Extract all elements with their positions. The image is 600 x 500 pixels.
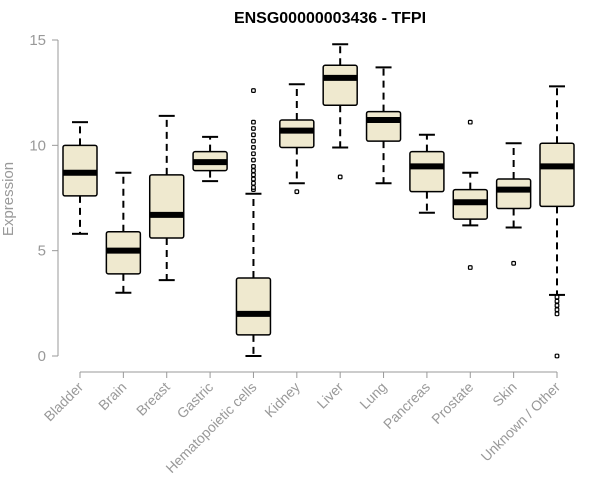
x-tick-label: Bladder — [41, 379, 87, 425]
outlier-point — [467, 265, 473, 270]
outlier-point — [251, 126, 256, 131]
box-body — [365, 110, 402, 142]
box-body — [539, 142, 575, 208]
y-tick-label: 15 — [29, 32, 46, 49]
box-skin — [495, 142, 532, 266]
outlier-point — [294, 189, 300, 195]
y-tick-label: 10 — [29, 137, 46, 154]
outlier-point — [251, 151, 256, 157]
x-tick-label: Gastric — [174, 379, 217, 422]
x-tick-label: Lung — [356, 379, 389, 412]
box-body — [322, 64, 358, 107]
x-tick-label: Skin — [489, 379, 520, 410]
box-brain — [105, 171, 142, 294]
x-tick-label: Prostate — [428, 379, 476, 427]
boxes — [62, 43, 575, 359]
outlier-point — [251, 138, 256, 144]
y-tick-label: 0 — [38, 348, 46, 365]
outlier-point — [251, 180, 256, 186]
outlier-point — [467, 119, 473, 125]
box-body — [148, 174, 185, 239]
box-hematopoietic-cells — [235, 88, 272, 357]
outlier-point — [251, 157, 256, 163]
box-pancreas — [409, 133, 445, 214]
y-tick-label: 5 — [38, 243, 46, 260]
box-prostate — [452, 119, 489, 270]
outlier-point — [251, 176, 256, 182]
box-breast — [148, 114, 185, 282]
x-tick-label: Kidney — [261, 379, 303, 421]
outlier-point — [511, 260, 517, 266]
outlier-point — [251, 119, 256, 125]
box-body — [495, 178, 532, 210]
outlier-point — [554, 298, 560, 304]
outlier-point — [251, 88, 256, 93]
box-gastric — [192, 135, 228, 183]
box-bladder — [62, 121, 98, 235]
outlier-point — [554, 294, 560, 300]
x-tick-label: Pancreas — [380, 379, 433, 432]
box-kidney — [279, 83, 315, 195]
outlier-point — [251, 168, 256, 174]
outlier-point — [554, 311, 560, 317]
outlier-point — [554, 353, 560, 359]
outlier-point — [251, 164, 256, 169]
box-body — [235, 277, 272, 336]
outlier-point — [251, 172, 256, 178]
outlier-point — [251, 145, 256, 150]
outlier-point — [554, 307, 560, 313]
outlier-point — [554, 303, 560, 308]
x-tick-label: Brain — [95, 379, 129, 413]
box-body — [409, 150, 445, 193]
outlier-point — [337, 174, 343, 180]
x-tick-label: Unknown / Other — [478, 379, 564, 465]
box-lung — [365, 66, 402, 185]
x-tick-label: Liver — [314, 379, 347, 412]
box-body — [279, 119, 315, 149]
x-tick-label: Breast — [133, 379, 173, 419]
box-liver — [322, 43, 358, 180]
y-axis: 0 5 10 15 — [29, 32, 59, 365]
y-axis-label: Expression — [0, 162, 17, 236]
outlier-point — [251, 132, 256, 138]
outlier-point — [251, 185, 256, 190]
box-unknown-other — [539, 85, 575, 359]
chart-title: ENSG00000003436 - TFPI — [234, 10, 426, 27]
